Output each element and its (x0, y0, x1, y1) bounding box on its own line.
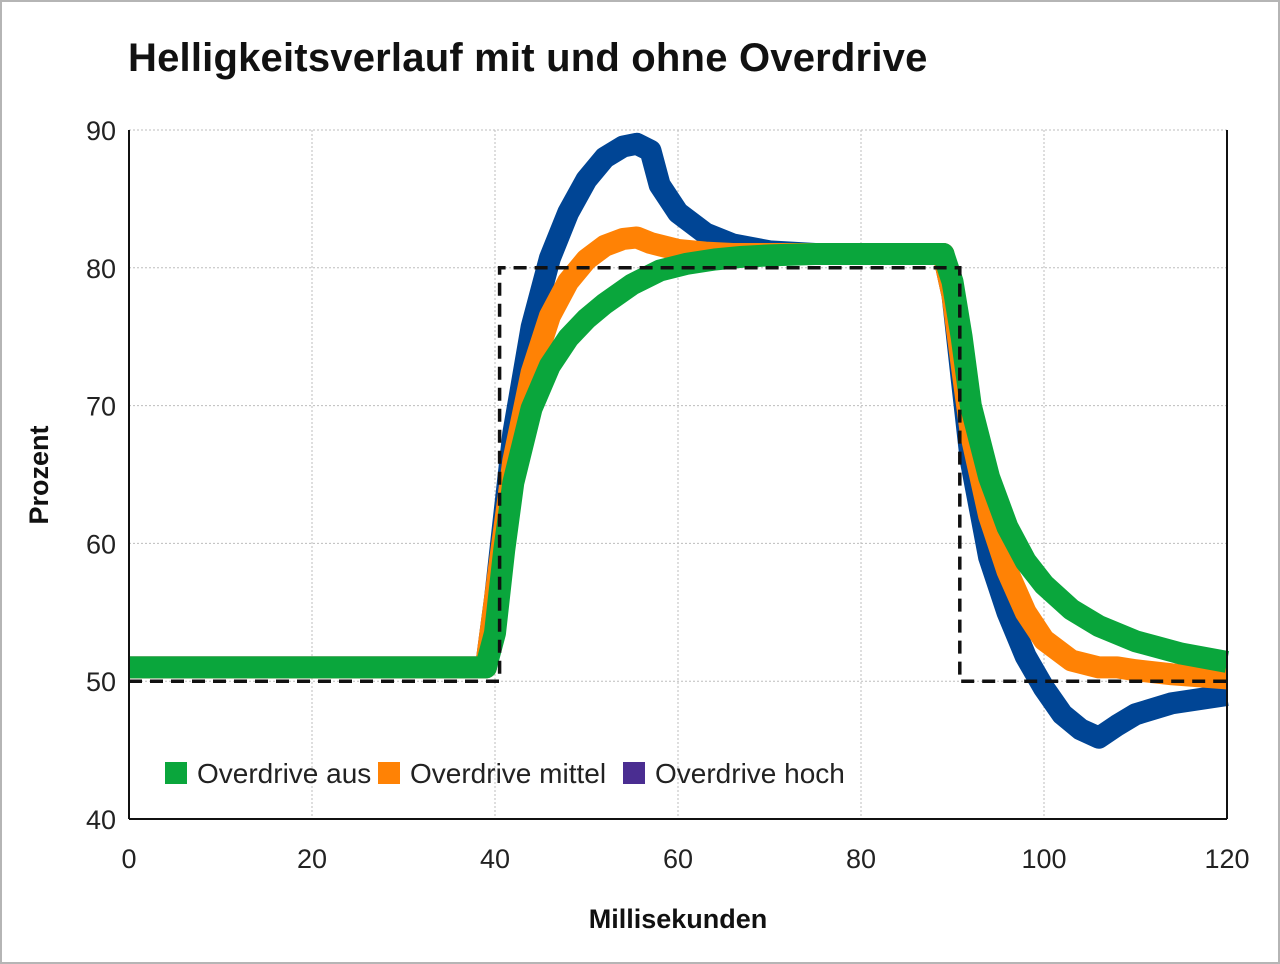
x-tick-label: 40 (480, 844, 510, 874)
tick-labels: 0 20 40 60 80 100 120 40 50 60 70 80 90 (86, 116, 1250, 874)
y-tick-label: 50 (86, 667, 116, 697)
legend-swatch-overdrive-aus (165, 762, 187, 784)
x-tick-label: 60 (663, 844, 693, 874)
legend-swatch-overdrive-hoch (623, 762, 645, 784)
series-line-overdrive-aus (129, 243, 1229, 679)
legend-label-overdrive-mittel: Overdrive mittel (410, 758, 606, 789)
series-layer (129, 132, 1229, 749)
legend-swatch-overdrive-mittel (378, 762, 400, 784)
chart-title: Helligkeitsverlauf mit und ohne Overdriv… (128, 36, 928, 80)
x-tick-label: 20 (297, 844, 327, 874)
x-tick-label: 100 (1021, 844, 1066, 874)
y-tick-label: 40 (86, 805, 116, 835)
y-axis-title: Prozent (24, 425, 54, 524)
x-tick-label: 120 (1204, 844, 1249, 874)
reference-signal-line (129, 266, 1227, 683)
y-tick-label: 90 (86, 116, 116, 146)
legend-label-overdrive-hoch: Overdrive hoch (655, 758, 845, 789)
y-tick-label: 70 (86, 392, 116, 422)
y-tick-label: 80 (86, 254, 116, 284)
axes (128, 130, 1228, 820)
legend: Overdrive aus Overdrive mittel Overdrive h… (165, 758, 845, 789)
reference-layer (129, 266, 1227, 683)
x-tick-label: 0 (121, 844, 136, 874)
x-axis-title: Millisekunden (589, 904, 768, 934)
legend-label-overdrive-aus: Overdrive aus (197, 758, 371, 789)
y-tick-label: 60 (86, 529, 116, 559)
x-tick-label: 80 (846, 844, 876, 874)
